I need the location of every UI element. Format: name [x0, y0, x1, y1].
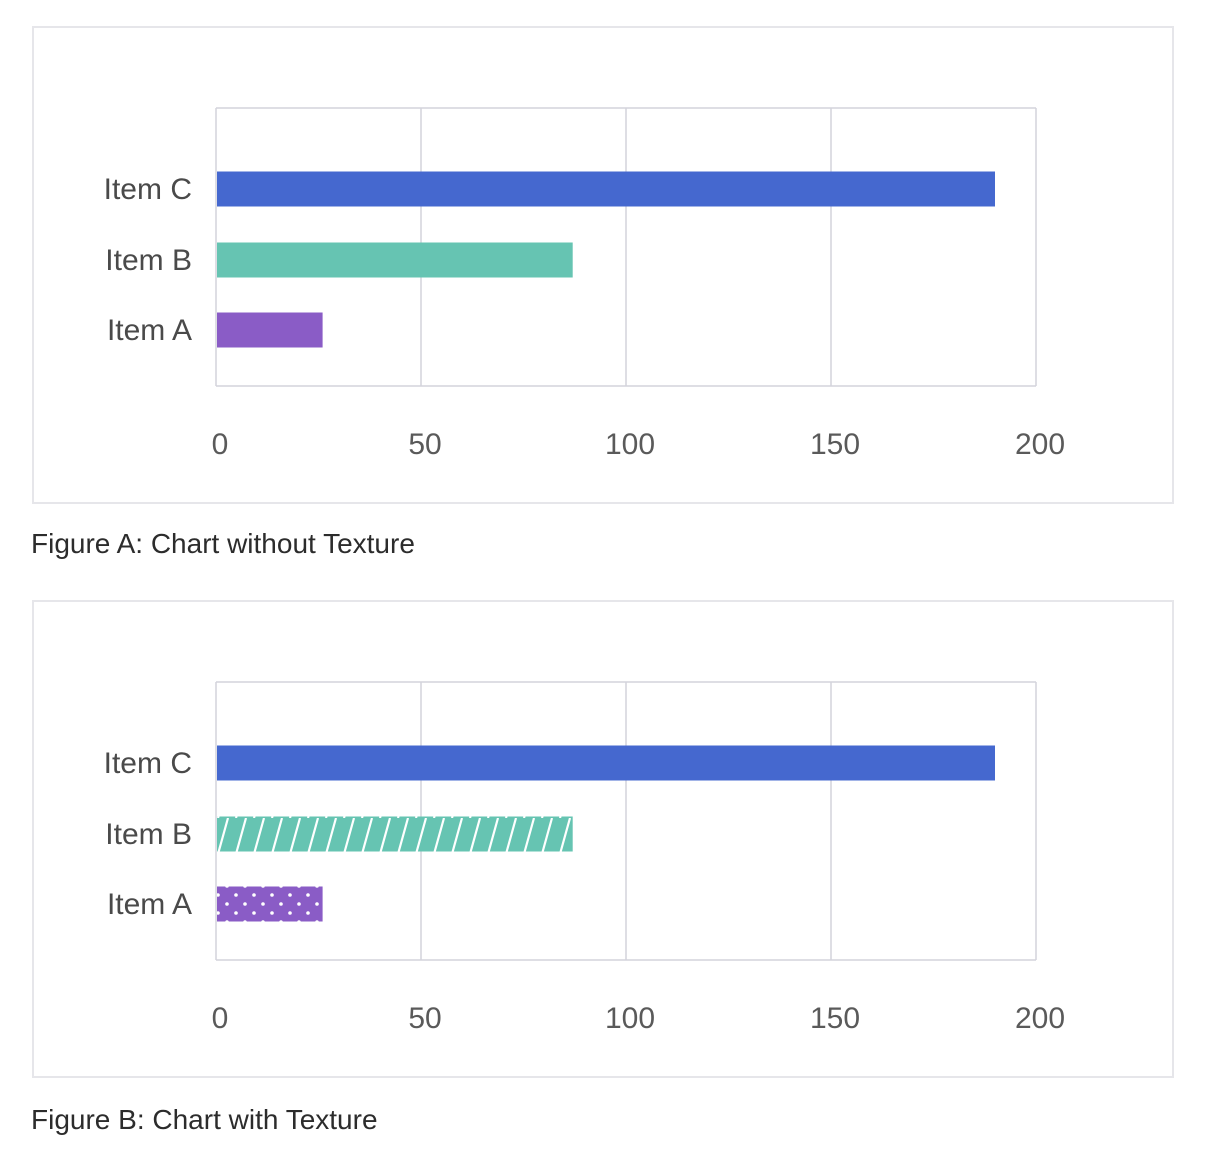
x-tick-label: 150: [810, 1002, 860, 1035]
figure-b-svg: Item A Item B Item C 0 50 100 150 200: [104, 681, 1065, 1035]
x-tick-label: 50: [408, 1002, 441, 1035]
x-tick-label: 100: [605, 1002, 655, 1035]
gridlines: [215, 681, 1037, 961]
figure-a-caption: Figure A: Chart without Texture: [31, 528, 415, 559]
category-label: Item A: [107, 888, 192, 921]
category-label: Item B: [105, 244, 192, 277]
x-tick-label: 50: [408, 428, 441, 461]
x-tick-label: 0: [212, 1002, 229, 1035]
category-label: Item B: [105, 818, 192, 851]
bar-item-a: [217, 312, 323, 348]
x-tick-label: 0: [212, 428, 229, 461]
bar-item-b: [217, 242, 573, 278]
figure-b-chart: Item A Item B Item C 0 50 100 150 200: [32, 600, 1174, 1078]
x-tick-label: 100: [605, 428, 655, 461]
category-label: Item A: [107, 314, 192, 347]
bar-item-a: [217, 886, 323, 922]
figure-b-caption: Figure B: Chart with Texture: [31, 1104, 378, 1135]
figure-a-chart: Item A Item B Item C 0 50 100 150 200: [32, 26, 1174, 504]
bar-item-b: [217, 816, 573, 852]
x-tick-label: 200: [1015, 428, 1065, 461]
bar-item-c: [217, 745, 995, 781]
category-label: Item C: [104, 747, 192, 780]
gridlines: [215, 107, 1037, 387]
category-label: Item C: [104, 173, 192, 206]
x-tick-label: 200: [1015, 1002, 1065, 1035]
figure-a-svg: Item A Item B Item C 0 50 100 150 200: [104, 107, 1065, 461]
x-tick-label: 150: [810, 428, 860, 461]
bar-item-c: [217, 171, 995, 207]
